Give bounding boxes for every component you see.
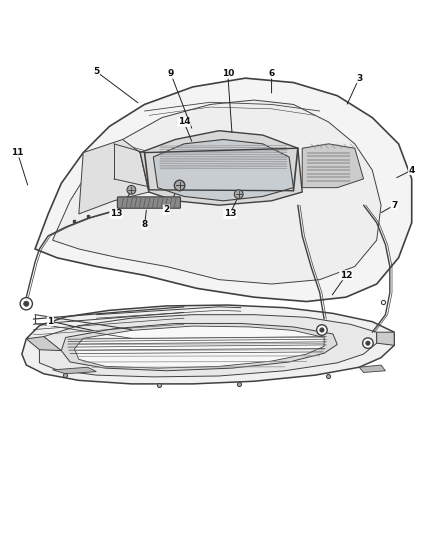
Polygon shape: [61, 324, 337, 371]
Circle shape: [317, 325, 327, 335]
Polygon shape: [53, 367, 96, 374]
Text: 12: 12: [340, 271, 352, 280]
Text: 10: 10: [222, 69, 234, 78]
Text: 13: 13: [224, 209, 236, 219]
Text: 1: 1: [47, 317, 53, 326]
Circle shape: [174, 180, 185, 191]
Text: 8: 8: [141, 220, 148, 229]
Polygon shape: [377, 332, 394, 345]
Polygon shape: [22, 305, 394, 384]
Text: 9: 9: [168, 69, 174, 78]
Text: 3: 3: [356, 74, 362, 83]
FancyBboxPatch shape: [117, 197, 180, 208]
Text: 4: 4: [409, 166, 415, 175]
Circle shape: [363, 338, 373, 349]
Text: 13: 13: [110, 209, 122, 219]
Text: 2: 2: [163, 205, 170, 214]
Polygon shape: [53, 100, 381, 284]
Circle shape: [366, 341, 370, 345]
Polygon shape: [359, 365, 385, 373]
Polygon shape: [74, 326, 324, 368]
Polygon shape: [140, 131, 302, 205]
Circle shape: [127, 185, 136, 194]
Polygon shape: [302, 144, 364, 188]
Circle shape: [234, 190, 243, 199]
Text: 5: 5: [93, 67, 99, 76]
Text: 11: 11: [11, 148, 24, 157]
Text: 7: 7: [391, 201, 397, 209]
Polygon shape: [35, 78, 412, 302]
Text: 6: 6: [268, 69, 275, 78]
Polygon shape: [153, 140, 293, 201]
Circle shape: [320, 328, 324, 332]
Circle shape: [24, 301, 29, 306]
Polygon shape: [39, 314, 377, 377]
Circle shape: [20, 297, 32, 310]
Text: 14: 14: [178, 117, 190, 126]
Polygon shape: [79, 140, 149, 214]
Polygon shape: [26, 336, 61, 351]
